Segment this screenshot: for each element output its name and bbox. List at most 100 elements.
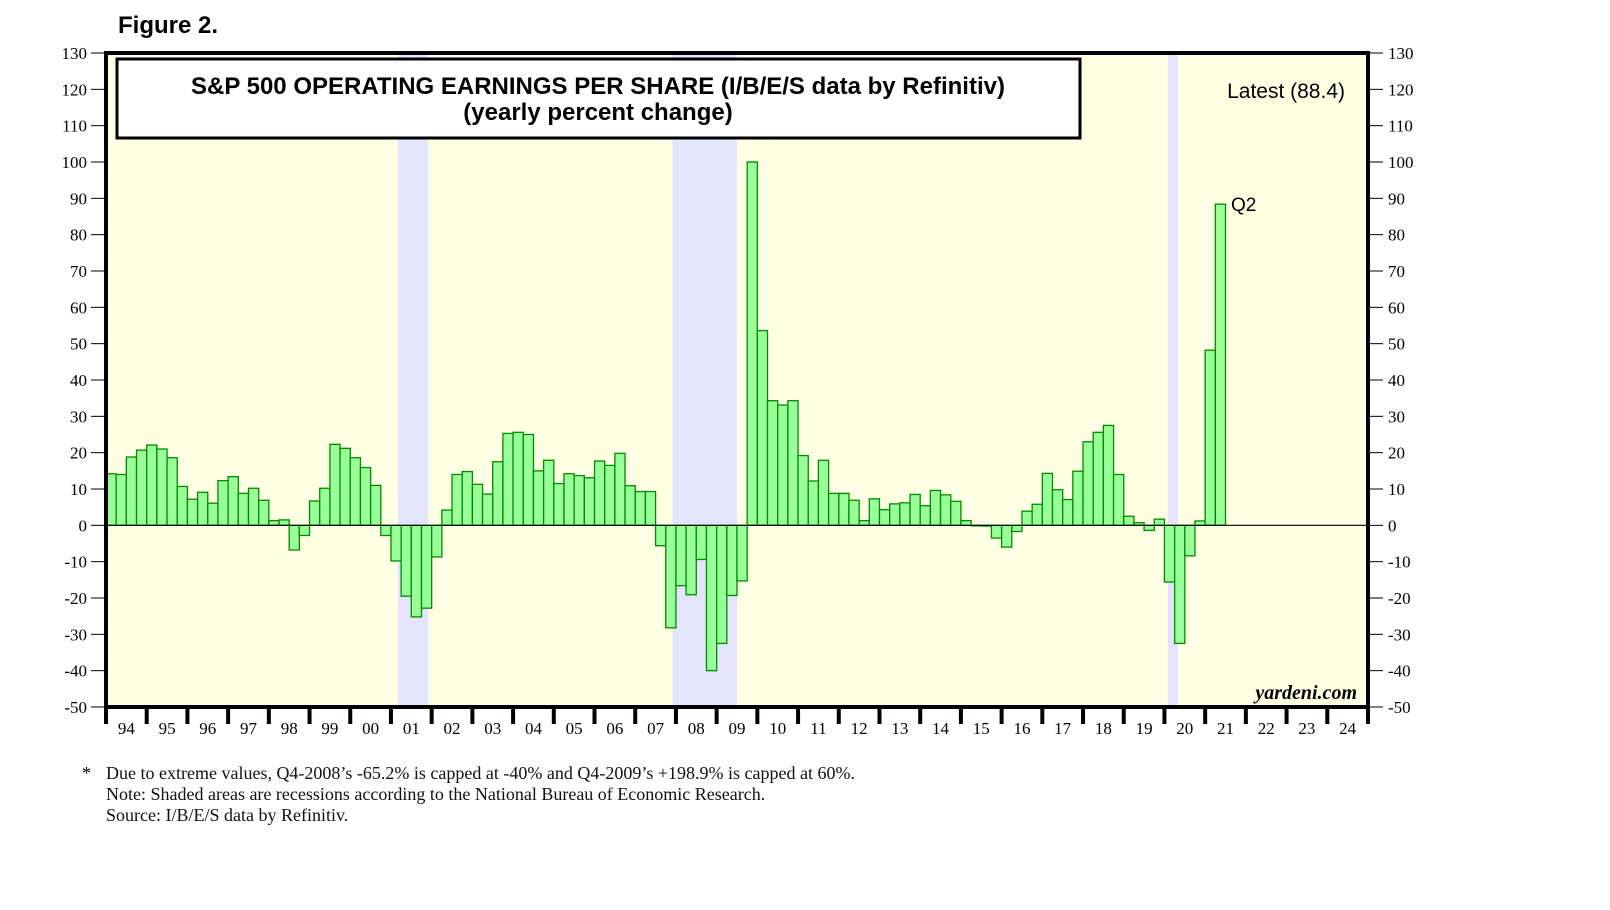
figure-label: Figure 2.	[118, 12, 219, 39]
recession-band	[1167, 53, 1179, 707]
bar	[889, 503, 901, 526]
bar	[726, 524, 738, 597]
bar	[1021, 510, 1033, 526]
y-tick-label-right: 110	[1388, 117, 1413, 136]
x-tick-label: 10	[769, 719, 786, 738]
y-tick-label: -20	[64, 589, 87, 608]
bar	[1011, 524, 1023, 533]
bar	[186, 498, 199, 526]
bar	[675, 524, 687, 587]
bar	[950, 500, 962, 526]
bar	[990, 524, 1003, 539]
bar	[797, 454, 809, 526]
x-tick-label: 03	[484, 719, 501, 738]
bar	[1072, 470, 1084, 526]
x-tick-label: 13	[891, 719, 908, 738]
bar	[1062, 498, 1074, 526]
y-tick-label: 90	[70, 189, 87, 208]
bar	[319, 487, 331, 526]
x-tick-label: 00	[362, 719, 379, 738]
x-tick-label: 07	[647, 719, 665, 738]
y-tick-label-right: 20	[1388, 444, 1405, 463]
bar	[1123, 515, 1135, 526]
bar	[1041, 472, 1054, 526]
bar	[736, 524, 748, 582]
y-tick-label: 50	[70, 335, 87, 354]
y-tick-label-right: 40	[1388, 371, 1405, 390]
bar	[146, 444, 158, 526]
bar	[1153, 518, 1166, 526]
bar	[288, 524, 301, 551]
bar	[380, 524, 392, 537]
bar	[1143, 524, 1155, 532]
x-tick-label: 99	[321, 719, 338, 738]
bar	[410, 524, 423, 618]
y-tick-label: 100	[62, 153, 88, 172]
bar	[237, 492, 250, 526]
bar	[593, 460, 606, 526]
y-tick-label-right: -10	[1388, 553, 1411, 572]
y-tick-label-right: 120	[1388, 80, 1414, 99]
bar	[512, 431, 524, 526]
y-tick-label-right: 50	[1388, 335, 1405, 354]
bar	[766, 400, 779, 526]
bar	[400, 524, 412, 597]
y-axis-left: 1301201101009080706050403020100-10-20-30…	[62, 44, 106, 717]
y-tick-label-right: 80	[1388, 226, 1405, 245]
bar	[695, 524, 708, 561]
x-tick-label: 16	[1013, 719, 1030, 738]
bar	[827, 492, 840, 526]
y-tick-label-right: -20	[1388, 589, 1411, 608]
bar	[614, 452, 626, 526]
x-tick-label: 09	[729, 719, 746, 738]
bar	[115, 473, 128, 526]
x-tick-label: 94	[118, 719, 136, 738]
x-tick-label: 12	[851, 719, 868, 738]
y-tick-label: 80	[70, 226, 87, 245]
y-tick-label: -50	[64, 698, 87, 717]
x-tick-label: 96	[199, 719, 216, 738]
x-tick-label: 98	[281, 719, 298, 738]
y-tick-label: 0	[79, 516, 88, 535]
y-tick-label-right: -50	[1388, 698, 1411, 717]
bar	[1184, 524, 1196, 557]
bar	[420, 524, 433, 609]
bar	[308, 500, 321, 526]
x-tick-label: 24	[1339, 719, 1357, 738]
bar	[1102, 424, 1115, 526]
bar	[604, 464, 616, 526]
y-tick-label-right: 100	[1388, 153, 1414, 172]
footnote-2: Note: Shaded areas are recessions accord…	[106, 784, 766, 804]
y-tick-label: 110	[62, 117, 87, 136]
x-tick-label: 21	[1217, 719, 1234, 738]
latest-label: Latest (88.4)	[1227, 80, 1345, 103]
bar	[196, 491, 209, 526]
bar	[542, 459, 555, 526]
bar	[441, 509, 453, 526]
y-tick-label: 60	[70, 298, 87, 317]
y-tick-label: 10	[70, 480, 87, 499]
y-tick-label: -30	[64, 625, 87, 644]
y-tick-label: 40	[70, 371, 87, 390]
y-tick-label-right: 30	[1388, 407, 1405, 426]
x-tick-label: 04	[525, 719, 543, 738]
bar	[838, 492, 850, 526]
x-tick-label: 95	[159, 719, 176, 738]
bar	[777, 404, 789, 526]
bar	[339, 447, 351, 526]
footnote-1: Due to extreme values, Q4-2008’s -65.2% …	[106, 763, 855, 783]
footnote-3: Source: I/B/E/S data by Refinitiv.	[106, 805, 349, 825]
bar	[705, 524, 718, 672]
bar	[909, 493, 921, 526]
bar	[868, 498, 881, 526]
x-tick-label: 08	[688, 719, 705, 738]
bar	[563, 473, 575, 526]
title-box: S&P 500 OPERATING EARNINGS PER SHARE (I/…	[115, 57, 1082, 140]
chart-subtitle: (yearly percent change)	[463, 99, 732, 126]
x-tick-label: 22	[1258, 719, 1275, 738]
bar	[247, 487, 260, 526]
x-tick-label: 06	[606, 719, 623, 738]
bar	[685, 524, 697, 596]
bar	[634, 490, 647, 526]
